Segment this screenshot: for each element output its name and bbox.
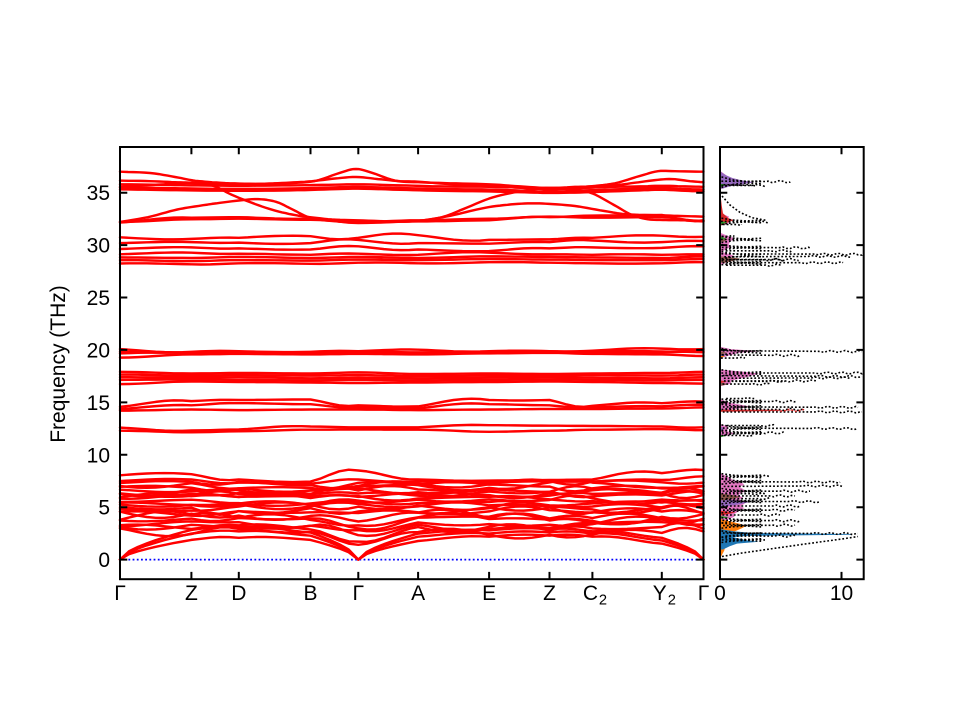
svg-text:A: A xyxy=(411,582,425,605)
svg-text:Γ: Γ xyxy=(353,582,365,605)
svg-text:D: D xyxy=(231,582,246,605)
svg-text:B: B xyxy=(303,582,317,605)
svg-text:2: 2 xyxy=(599,593,607,609)
svg-text:35: 35 xyxy=(87,182,110,205)
svg-text:Y: Y xyxy=(653,582,667,605)
svg-text:0: 0 xyxy=(714,582,726,605)
svg-text:C: C xyxy=(583,582,598,605)
svg-text:0: 0 xyxy=(98,549,110,572)
svg-text:Frequency (THz): Frequency (THz) xyxy=(47,285,70,443)
svg-text:E: E xyxy=(482,582,496,605)
svg-text:15: 15 xyxy=(87,392,110,415)
svg-text:30: 30 xyxy=(87,235,110,258)
svg-text:Γ: Γ xyxy=(114,582,126,605)
svg-text:10: 10 xyxy=(830,582,853,605)
svg-text:10: 10 xyxy=(87,444,110,467)
svg-text:Z: Z xyxy=(543,582,556,605)
svg-text:Γ: Γ xyxy=(698,582,710,605)
svg-text:20: 20 xyxy=(87,339,110,362)
svg-text:25: 25 xyxy=(87,287,110,310)
svg-text:Z: Z xyxy=(185,582,198,605)
svg-text:2: 2 xyxy=(668,593,676,609)
svg-text:5: 5 xyxy=(98,497,110,520)
